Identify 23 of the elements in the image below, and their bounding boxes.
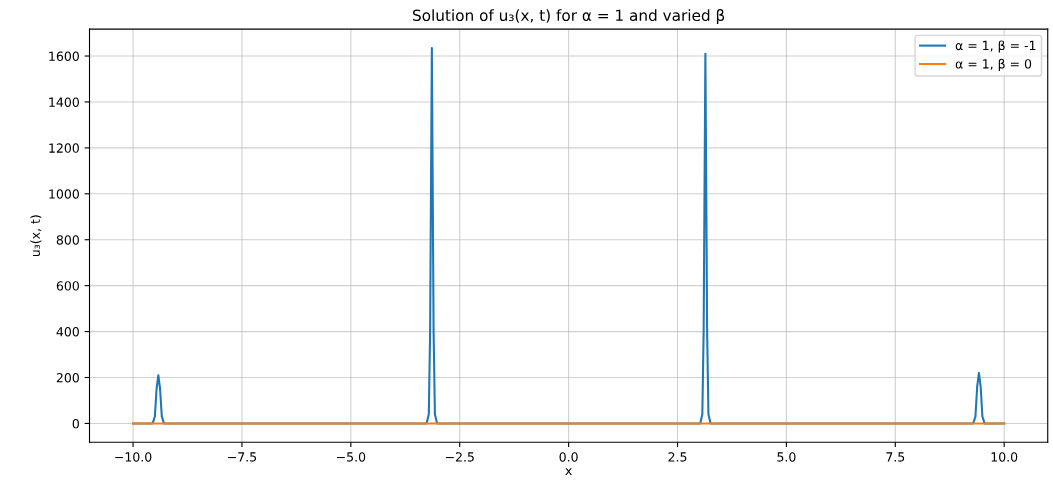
y-tick-label: 1600 <box>49 51 79 61</box>
y-tick-label: 1400 <box>49 97 79 107</box>
x-tick-label: −10.0 <box>115 452 152 462</box>
x-tick-label: −2.5 <box>445 452 474 462</box>
y-tick-label: 800 <box>56 235 79 245</box>
x-tick-label: 5.0 <box>777 452 796 462</box>
y-tick-label: 1000 <box>49 189 79 199</box>
y-tick-label: 0 <box>72 418 79 429</box>
x-axis-title: x <box>565 468 572 475</box>
chart-title: Solution of u₃(x, t) for α = 1 and varied β <box>413 9 725 24</box>
x-tick-label: 0.0 <box>559 452 578 462</box>
x-tick-label: −5.0 <box>336 452 366 462</box>
y-tick-label: 200 <box>56 372 79 383</box>
y-axis-title: u₃(x, t) <box>30 215 42 257</box>
y-tick-label: 1200 <box>49 143 79 153</box>
legend-label: α = 1, β = 0 <box>955 58 1032 72</box>
x-tick-label: 2.5 <box>668 452 687 462</box>
x-tick-label: 7.5 <box>886 452 905 462</box>
y-tick-label: 600 <box>56 281 79 291</box>
legend-label: α = 1, β = -1 <box>955 40 1036 53</box>
x-tick-label: −7.5 <box>228 452 257 462</box>
x-tick-label: 10.0 <box>991 452 1018 462</box>
y-tick-label: 400 <box>56 327 79 337</box>
